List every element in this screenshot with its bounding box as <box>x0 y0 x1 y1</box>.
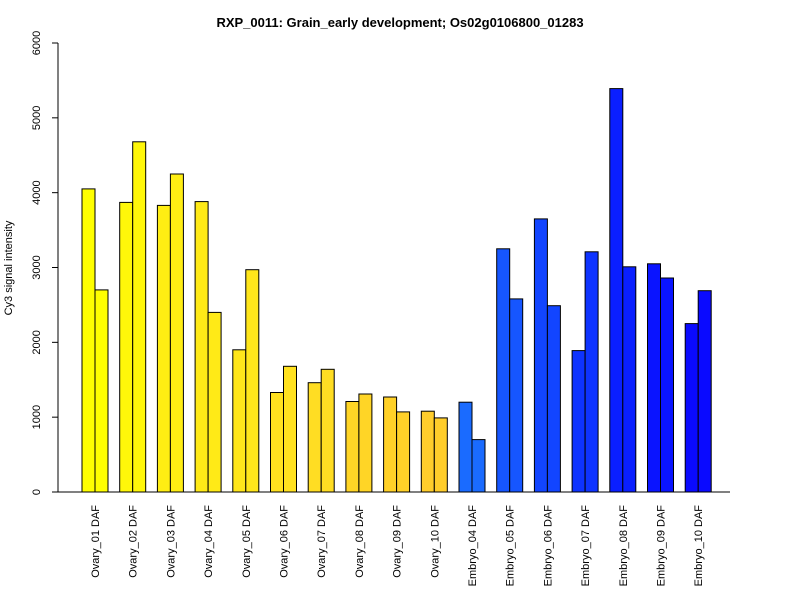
x-tick-label-1: Ovary_01 DAF <box>90 505 102 578</box>
bar-9-1 <box>383 396 398 493</box>
x-tick-label-3: Ovary_03 DAF <box>165 505 177 578</box>
bar-17-2 <box>697 290 712 493</box>
bar-16-1 <box>647 263 661 493</box>
y-axis-label: Cy3 signal intensity <box>3 220 15 315</box>
y-axis: 0 1000 2000 3000 4000 5000 6000 <box>31 31 59 495</box>
x-tick-label-2: Ovary_02 DAF <box>128 505 140 578</box>
bar-6-2 <box>283 365 297 493</box>
bar-7-1 <box>307 382 322 493</box>
bar-2-2 <box>132 141 147 493</box>
bar-10-1 <box>420 410 435 493</box>
x-tick-label-7: Ovary_07 DAF <box>316 505 328 578</box>
bar-9-2 <box>396 411 411 493</box>
bar-6-1 <box>270 392 284 493</box>
bar-3-2 <box>169 173 184 493</box>
x-tick-label-14: Embryo_07 DAF <box>580 505 592 587</box>
bar-12-1 <box>496 248 511 493</box>
chart-title: RXP_0011: Grain_early development; Os02g… <box>216 15 583 30</box>
bar-13-1 <box>533 218 548 493</box>
x-tick-label-17: Embryo_10 DAF <box>693 505 705 587</box>
x-tick-label-4: Ovary_04 DAF <box>203 505 215 578</box>
bar-11-1 <box>458 401 473 493</box>
y-tick-label-5: 5000 <box>31 106 43 130</box>
y-tick-label-1: 1000 <box>31 405 43 429</box>
y-tick-label-0: 0 <box>31 489 43 495</box>
x-axis: Ovary_01 DAF Ovary_02 DAF Ovary_03 DAF Ovar… <box>58 491 730 587</box>
bar-4-2 <box>207 311 222 493</box>
x-tick-label-16: Embryo_09 DAF <box>656 505 668 587</box>
y-tick-label-6: 6000 <box>31 31 43 55</box>
bar-8-1 <box>345 401 360 493</box>
x-tick-label-12: Embryo_05 DAF <box>505 505 517 587</box>
bar-3-1 <box>156 204 171 493</box>
x-tick-label-9: Ovary_09 DAF <box>392 505 404 578</box>
bar-14-2 <box>584 251 599 493</box>
bar-15-2 <box>622 266 637 493</box>
x-tick-label-8: Ovary_08 DAF <box>354 505 366 578</box>
bar-8-2 <box>358 393 373 493</box>
bars-group <box>81 88 712 493</box>
bar-5-1 <box>232 349 247 493</box>
x-tick-label-6: Ovary_06 DAF <box>279 505 291 578</box>
bar-7-2 <box>320 368 335 493</box>
bar-13-2 <box>546 305 561 493</box>
bar-10-2 <box>433 417 448 493</box>
bar-1-2 <box>94 289 109 493</box>
x-tick-label-11: Embryo_04 DAF <box>467 505 479 587</box>
x-tick-label-13: Embryo_06 DAF <box>542 505 554 587</box>
bar-2-1 <box>119 201 134 493</box>
bar-16-2 <box>660 277 674 493</box>
bar-17-1 <box>684 323 699 493</box>
y-tick-label-4: 4000 <box>31 180 43 204</box>
bar-4-1 <box>194 201 209 493</box>
bar-5-2 <box>245 269 260 493</box>
x-tick-label-15: Embryo_08 DAF <box>618 505 630 587</box>
y-tick-label-2: 2000 <box>31 330 43 354</box>
x-tick-label-10: Ovary_10 DAF <box>429 505 441 578</box>
bar-11-2 <box>471 439 486 493</box>
bar-12-2 <box>509 298 524 493</box>
x-tick-label-5: Ovary_05 DAF <box>241 505 253 578</box>
bar-14-1 <box>571 350 586 493</box>
bar-1-1 <box>81 188 96 493</box>
y-tick-label-3: 3000 <box>31 255 43 279</box>
bar-15-1 <box>609 88 624 493</box>
